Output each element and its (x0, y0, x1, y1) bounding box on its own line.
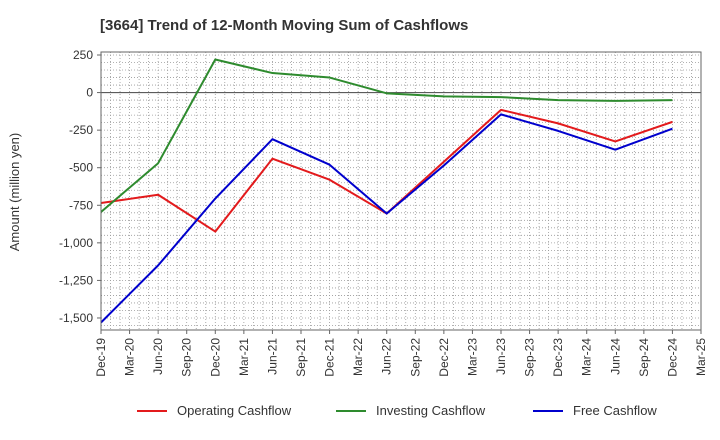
x-axis-ticks: Dec-19 Mar-20 Jun-20 Sep-20 Dec-20 Mar-21 Jun-… (94, 330, 708, 377)
x-tick-label: Sep-23 (523, 338, 537, 377)
x-tick-label: Jun-23 (494, 338, 508, 375)
x-tick-label: Sep-22 (408, 338, 422, 377)
x-tick-label: Sep-24 (637, 338, 651, 377)
series-lines (100, 58, 673, 324)
x-tick-label: Mar-22 (351, 338, 365, 376)
series-line (100, 113, 673, 324)
x-tick-label: Dec-22 (437, 338, 451, 377)
y-tick-label: -750 (69, 198, 93, 212)
x-tick-label: Sep-21 (294, 338, 308, 377)
x-tick-label: Jun-24 (608, 338, 622, 375)
x-tick-label: Mar-24 (580, 338, 594, 376)
y-tick-label: -1,500 (59, 311, 93, 325)
y-tick-label: 0 (86, 86, 93, 100)
x-tick-label: Dec-24 (665, 338, 679, 377)
y-tick-label: -1,250 (59, 273, 93, 287)
plot-frame (100, 51, 702, 331)
x-tick-label: Mar-21 (237, 338, 251, 376)
x-tick-label: Mar-23 (465, 338, 479, 376)
y-tick-label: -500 (69, 161, 93, 175)
x-tick-label: Dec-21 (323, 338, 337, 377)
series-line (100, 58, 673, 213)
grid-lines (101, 52, 701, 330)
x-tick-label: Jun-21 (265, 338, 279, 375)
y-tick-label: -1,000 (59, 236, 93, 250)
x-tick-label: Mar-20 (123, 338, 137, 376)
x-tick-label: Jun-20 (151, 338, 165, 375)
y-tick-label: -250 (69, 123, 93, 137)
y-axis-label: Amount (million yen) (7, 133, 22, 252)
x-tick-label: Jun-22 (380, 338, 394, 375)
y-axis-ticks: 250 0 -250 -500 -750 -1,000 -1,250 -1,500 (59, 48, 101, 325)
x-tick-label: Dec-23 (551, 338, 565, 377)
legend-label: Free Cashflow (573, 403, 657, 418)
y-tick-label: 250 (73, 48, 93, 62)
x-tick-label: Sep-20 (180, 338, 194, 377)
x-tick-label: Dec-20 (208, 338, 222, 377)
legend: Operating Cashflow Investing Cashflow Free… (137, 403, 657, 418)
legend-label: Investing Cashflow (376, 403, 486, 418)
legend-label: Operating Cashflow (177, 403, 292, 418)
x-tick-label: Dec-19 (94, 338, 108, 377)
x-tick-label: Mar-25 (694, 338, 708, 376)
chart-title: [3664] Trend of 12-Month Moving Sum of C… (100, 17, 468, 34)
